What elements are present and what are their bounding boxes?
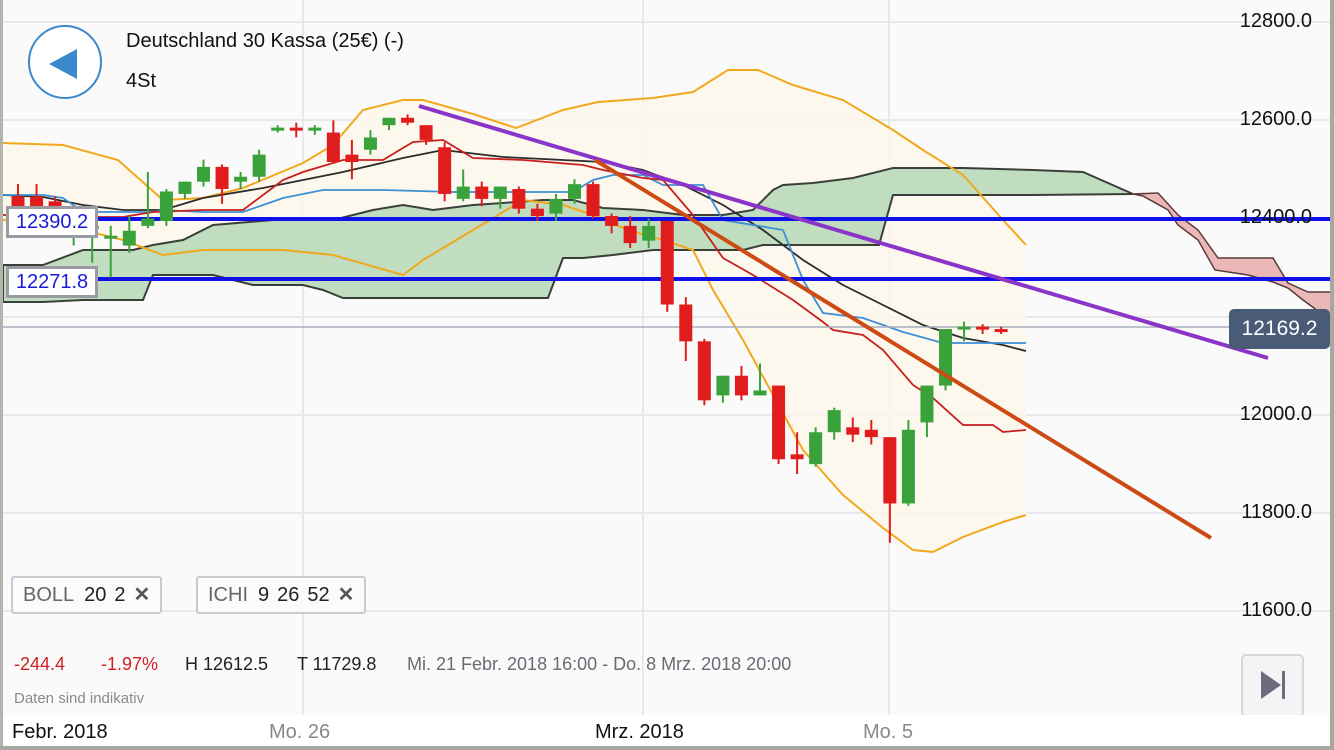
instrument-title: Deutschland 30 Kassa (25€) (-) [126, 30, 404, 52]
candle [772, 385, 786, 465]
candle [122, 216, 136, 253]
candle [549, 193, 563, 221]
candle [809, 427, 823, 467]
candle [753, 363, 767, 396]
candle [159, 189, 173, 226]
y-tick: 12400.0 [1239, 206, 1312, 228]
candle [957, 321, 971, 342]
candle [178, 181, 192, 199]
candle [234, 171, 248, 190]
candle [530, 203, 544, 221]
candle [252, 149, 266, 182]
y-tick: 11800.0 [1241, 501, 1312, 523]
level-label-upper[interactable]: 12390.2 [6, 206, 98, 238]
candle [642, 218, 656, 248]
candle [716, 375, 730, 403]
candle [289, 122, 303, 138]
candle [623, 216, 637, 248]
disclaimer: Daten sind indikativ [14, 690, 145, 707]
ichimoku-kijun-line [3, 139, 1027, 433]
back-arrow-icon [49, 49, 77, 79]
candle [994, 326, 1008, 334]
candle [790, 432, 804, 474]
candle [883, 437, 897, 543]
candle [363, 130, 377, 155]
skip-to-end-button[interactable] [1241, 654, 1304, 717]
indicator-chip-ichi[interactable]: ICHI 9 26 52 ✕ [196, 576, 367, 614]
candle [419, 125, 433, 145]
indicator-chip-boll[interactable]: BOLL 20 2 ✕ [11, 576, 163, 614]
indicator-name: BOLL [23, 584, 75, 606]
candle [271, 125, 285, 133]
change-value: -244.4 [14, 654, 66, 674]
trendline-orange[interactable] [593, 158, 1213, 540]
indicator-param: 2 [114, 584, 126, 606]
candle [493, 186, 507, 209]
candle [326, 120, 340, 163]
candle [197, 159, 210, 187]
price-chart[interactable] [3, 0, 1330, 746]
y-tick: 12800.0 [1239, 10, 1312, 32]
x-label: Febr. 2018 [12, 721, 108, 744]
candle [846, 417, 860, 443]
candle [586, 181, 600, 219]
x-label: Mrz. 2018 [595, 721, 684, 744]
candle [438, 142, 452, 202]
low-value: T 11729.8 [297, 654, 377, 674]
candle [605, 213, 619, 234]
close-icon[interactable]: ✕ [337, 584, 355, 606]
candle [939, 329, 952, 391]
trendline-purple[interactable] [418, 104, 1269, 360]
y-tick: 12600.0 [1239, 108, 1312, 130]
indicator-name: ICHI [208, 584, 248, 606]
candle [345, 139, 359, 180]
change-percent: -1.97% [101, 654, 159, 674]
candle [920, 385, 934, 438]
candle [901, 419, 915, 506]
indicator-param: 9 [258, 584, 270, 606]
candle [976, 324, 990, 334]
candle [660, 220, 674, 312]
date-range: Mi. 21 Febr. 2018 16:00 - Do. 8 Mrz. 201… [407, 654, 792, 674]
y-tick: 11600.0 [1241, 599, 1312, 621]
candle [456, 169, 470, 202]
candle [215, 164, 229, 204]
current-price-badge: 12169.2 [1229, 309, 1330, 349]
candle [679, 297, 693, 361]
x-label: Mo. 5 [863, 721, 914, 743]
candle [864, 419, 878, 445]
level-label-lower[interactable]: 12271.8 [6, 266, 98, 298]
candle [734, 365, 748, 401]
candle [827, 407, 841, 440]
x-label: Mo. 26 [269, 721, 331, 743]
skip-to-end-icon [1261, 671, 1285, 699]
candle [104, 225, 118, 278]
indicator-param: 26 [277, 584, 300, 606]
candle [141, 171, 155, 229]
candle [475, 181, 489, 207]
back-button[interactable] [28, 25, 102, 99]
candle [568, 179, 581, 204]
candle [512, 186, 526, 214]
indicator-param: 20 [84, 584, 107, 606]
indicator-param: 52 [307, 584, 330, 606]
candle [401, 114, 415, 126]
candle [697, 338, 711, 406]
y-tick: 12000.0 [1239, 403, 1312, 425]
bollinger-band-fill [3, 70, 1026, 552]
close-icon[interactable]: ✕ [133, 584, 151, 606]
timeframe-label: 4St [126, 70, 157, 92]
high-value: H 12612.5 [185, 654, 269, 674]
candle [382, 117, 396, 131]
candle [308, 125, 322, 135]
